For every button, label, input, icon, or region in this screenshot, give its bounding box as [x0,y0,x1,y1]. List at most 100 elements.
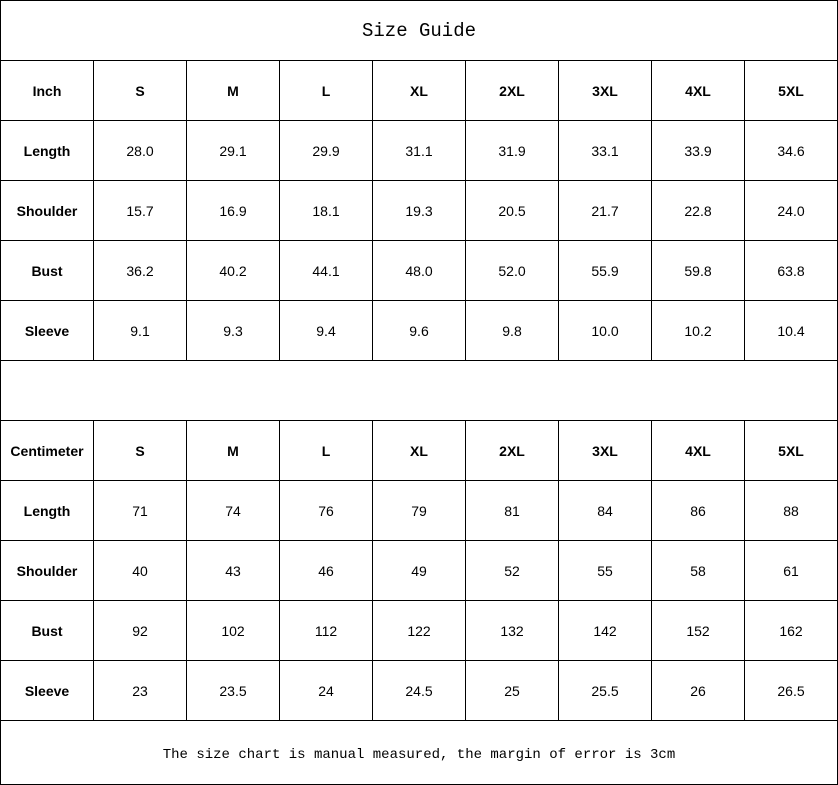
measurement-value: 40 [93,540,187,601]
measurement-note: The size chart is manual measured, the m… [0,720,838,785]
measurement-value: 23.5 [186,660,280,721]
measurement-value: 55.9 [558,240,652,301]
measurement-value: 81 [465,480,559,541]
measurement-value: 31.1 [372,120,466,181]
size-header: M [186,420,280,481]
measurement-value: 20.5 [465,180,559,241]
table-row: Bust 36.2 40.2 44.1 48.0 52.0 55.9 59.8 63.8 [0,240,838,301]
measurement-value: 63.8 [744,240,838,301]
measurement-value: 10.4 [744,300,838,361]
measurement-value: 10.2 [651,300,745,361]
note-row: The size chart is manual measured, the m… [0,720,838,785]
measurement-value: 26.5 [744,660,838,721]
measurement-value: 59.8 [651,240,745,301]
measurement-value: 25.5 [558,660,652,721]
size-header: 3XL [558,420,652,481]
measurement-value: 162 [744,600,838,661]
measurement-value: 102 [186,600,280,661]
measurement-value: 88 [744,480,838,541]
measurement-value: 9.1 [93,300,187,361]
measurement-value: 25 [465,660,559,721]
measurement-value: 44.1 [279,240,373,301]
measurement-value: 132 [465,600,559,661]
table-row: Length 28.0 29.1 29.9 31.1 31.9 33.1 33.9 34.6 [0,120,838,181]
measurement-value: 52.0 [465,240,559,301]
measurement-value: 79 [372,480,466,541]
measurement-value: 86 [651,480,745,541]
measurement-value: 19.3 [372,180,466,241]
measurement-value: 21.7 [558,180,652,241]
measurement-value: 48.0 [372,240,466,301]
size-header: L [279,420,373,481]
table-title: Size Guide [0,0,838,61]
size-header: L [279,60,373,121]
measurement-value: 9.4 [279,300,373,361]
measurement-label: Shoulder [0,540,94,601]
measurement-value: 112 [279,600,373,661]
size-header: XL [372,420,466,481]
centimeter-unit-label: Centimeter [0,420,94,481]
measurement-value: 28.0 [93,120,187,181]
size-header: 2XL [465,420,559,481]
measurement-value: 74 [186,480,280,541]
size-header: 5XL [744,60,838,121]
measurement-label: Bust [0,600,94,661]
measurement-value: 142 [558,600,652,661]
measurement-value: 9.3 [186,300,280,361]
table-row: Length 71 74 76 79 81 84 86 88 [0,480,838,541]
size-header: 5XL [744,420,838,481]
spacer-row [0,360,838,421]
measurement-value: 58 [651,540,745,601]
measurement-value: 31.9 [465,120,559,181]
measurement-value: 40.2 [186,240,280,301]
table-row: Shoulder 15.7 16.9 18.1 19.3 20.5 21.7 22.8 24.0 [0,180,838,241]
measurement-value: 84 [558,480,652,541]
table-row: Shoulder 40 43 46 49 52 55 58 61 [0,540,838,601]
size-header: S [93,420,187,481]
spacer-cell [0,360,838,421]
measurement-label: Bust [0,240,94,301]
measurement-value: 29.1 [186,120,280,181]
measurement-value: 76 [279,480,373,541]
table-row: Sleeve 9.1 9.3 9.4 9.6 9.8 10.0 10.2 10.4 [0,300,838,361]
measurement-value: 16.9 [186,180,280,241]
measurement-value: 24.5 [372,660,466,721]
measurement-value: 55 [558,540,652,601]
measurement-value: 33.1 [558,120,652,181]
measurement-label: Shoulder [0,180,94,241]
size-header: 3XL [558,60,652,121]
measurement-value: 29.9 [279,120,373,181]
measurement-label: Length [0,120,94,181]
measurement-value: 46 [279,540,373,601]
title-row: Size Guide [0,0,838,61]
size-header: 4XL [651,60,745,121]
centimeter-header-row: Centimeter S M L XL 2XL 3XL 4XL 5XL [0,420,838,481]
size-header: S [93,60,187,121]
measurement-value: 49 [372,540,466,601]
measurement-value: 34.6 [744,120,838,181]
measurement-value: 9.8 [465,300,559,361]
table-row: Bust 92 102 112 122 132 142 152 162 [0,600,838,661]
size-header: 4XL [651,420,745,481]
measurement-value: 92 [93,600,187,661]
measurement-value: 23 [93,660,187,721]
size-header: 2XL [465,60,559,121]
inch-header-row: Inch S M L XL 2XL 3XL 4XL 5XL [0,60,838,121]
inch-unit-label: Inch [0,60,94,121]
measurement-value: 15.7 [93,180,187,241]
measurement-value: 52 [465,540,559,601]
measurement-value: 10.0 [558,300,652,361]
measurement-value: 152 [651,600,745,661]
size-header: M [186,60,280,121]
measurement-value: 43 [186,540,280,601]
measurement-value: 9.6 [372,300,466,361]
measurement-value: 33.9 [651,120,745,181]
measurement-label: Sleeve [0,300,94,361]
measurement-value: 61 [744,540,838,601]
measurement-value: 122 [372,600,466,661]
measurement-value: 36.2 [93,240,187,301]
measurement-value: 22.8 [651,180,745,241]
size-header: XL [372,60,466,121]
measurement-value: 24.0 [744,180,838,241]
